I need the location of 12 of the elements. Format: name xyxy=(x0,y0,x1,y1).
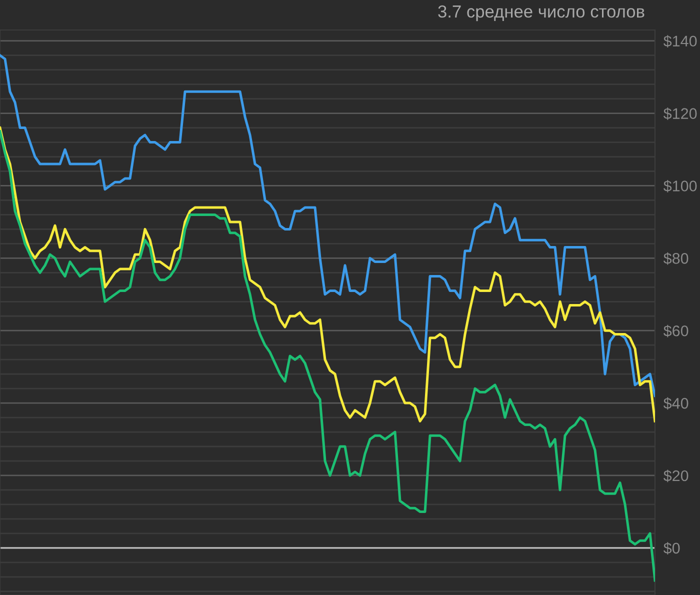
line-series xyxy=(0,54,655,398)
y-tick-label: $120 xyxy=(664,108,697,120)
y-tick-label: $60 xyxy=(664,324,688,338)
y-tick-label: $0 xyxy=(664,542,680,555)
chart-title: 3.7 среднее число столов xyxy=(438,5,644,22)
y-tick-label: $100 xyxy=(664,180,697,192)
y-tick-label: $40 xyxy=(664,397,688,410)
y-tick-label: $80 xyxy=(664,252,688,265)
y-tick-label: $140 xyxy=(664,35,697,48)
line-series xyxy=(0,126,655,422)
y-tick-label: $20 xyxy=(664,470,688,482)
line-series xyxy=(0,130,655,582)
